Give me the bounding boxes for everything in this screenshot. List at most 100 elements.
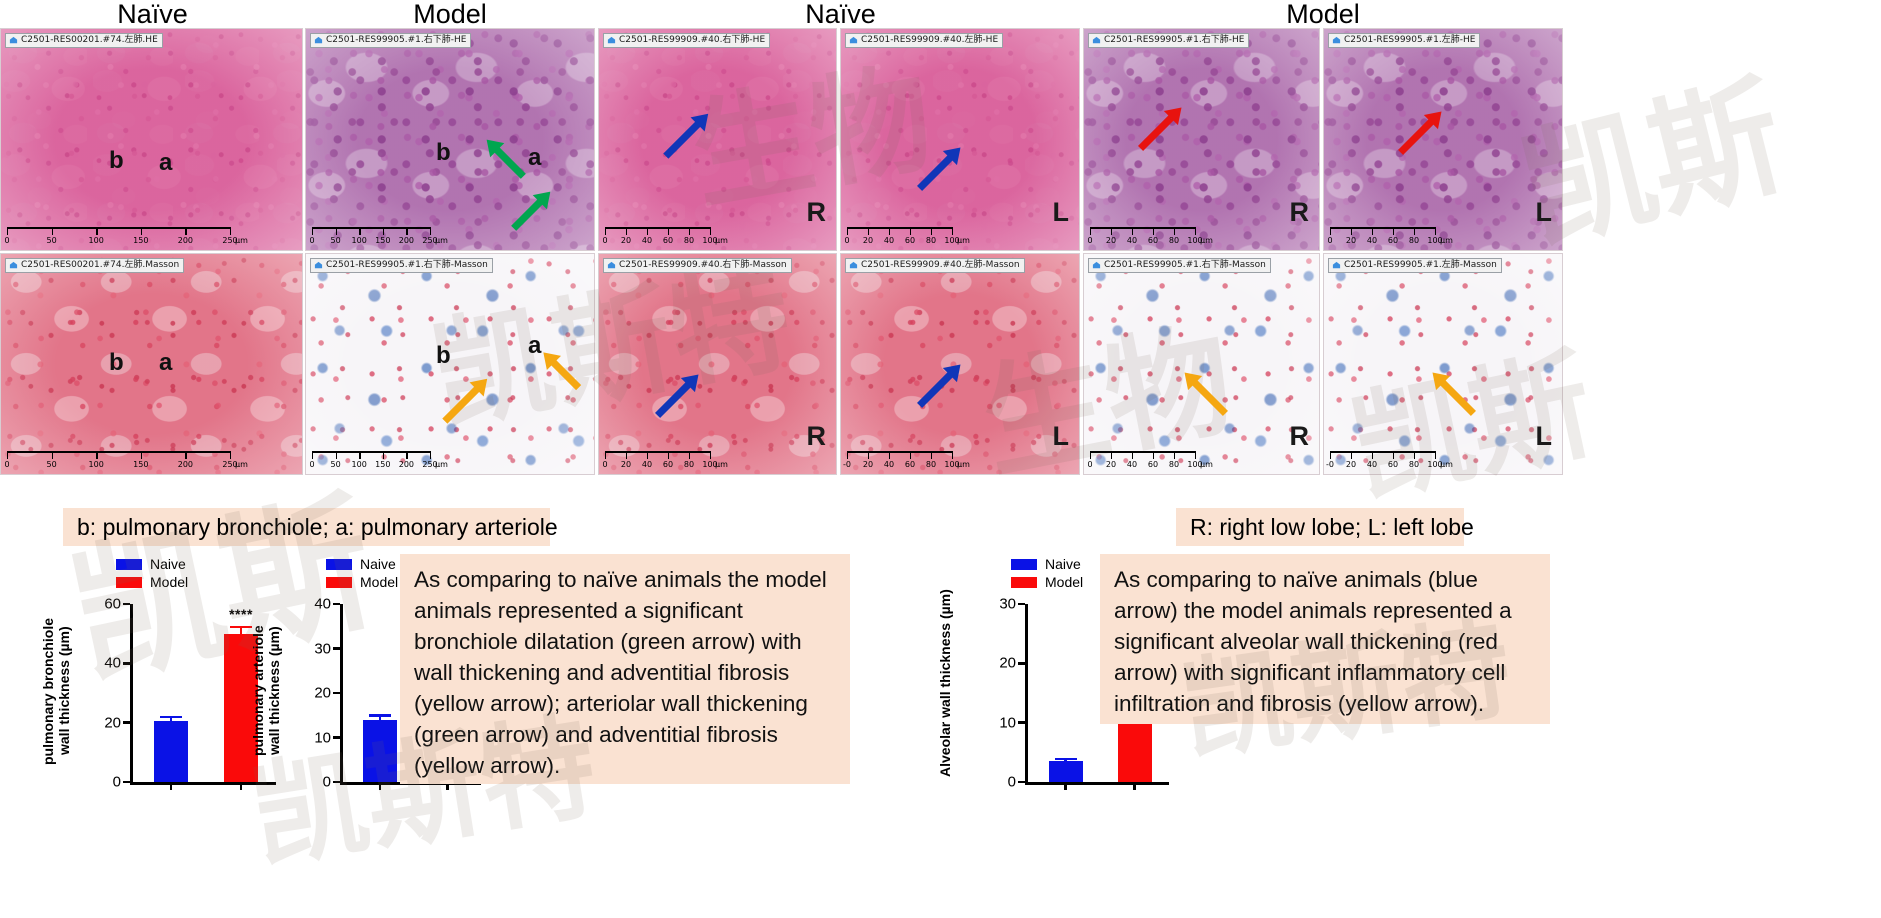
bar-naive: [362, 719, 397, 782]
tag-icon: [849, 36, 858, 45]
legend-swatch: [1011, 558, 1037, 570]
annotation-arrow-icon: [536, 345, 587, 396]
histology-panel[interactable]: C2501-RES00201.#74.左肺.HE b a 0 50 100 150 200 25…: [0, 28, 303, 251]
slide-label-text: C2501-RES99909.#40.右下肺-Masson: [619, 260, 787, 270]
x-tick: [239, 782, 243, 790]
y-tick: [1018, 721, 1025, 724]
tissue-image: [306, 29, 594, 250]
tissue-image: [1324, 254, 1562, 474]
scale-tick-label: 40: [1366, 236, 1378, 245]
scale-tick-label: 40: [1126, 236, 1138, 245]
scale-unit-label: µm: [235, 460, 248, 469]
slide-label-chip[interactable]: C2501-RES99905.#1.右下肺-HE: [1088, 33, 1250, 48]
scale-tick-label: 50: [330, 460, 341, 469]
scale-tick-label: 20: [862, 236, 874, 245]
scale-bar: -0 20 40 60 80 100 µm: [1326, 451, 1465, 471]
y-axis-line: [1025, 604, 1028, 782]
slide-label-chip[interactable]: C2501-RES99905.#1.右下肺-Masson: [1088, 258, 1271, 273]
histology-panel[interactable]: C2501-RES99909.#40.左肺-Masson L -0 20 40 60 80 1…: [840, 253, 1080, 475]
slide-label-chip[interactable]: C2501-RES99909.#40.左肺-Masson: [845, 258, 1025, 273]
scale-bar: 0 50 100 150 200 250 µm: [4, 451, 260, 471]
bar-naive: [1048, 761, 1083, 782]
tag-icon: [9, 36, 18, 45]
scale-bar: 0 20 40 60 80 100 µm: [602, 227, 740, 247]
slide-label-text: C2501-RES99909.#40.左肺-HE: [861, 35, 999, 45]
slide-label-chip[interactable]: C2501-RES99905.#1.左肺-HE: [1328, 33, 1481, 48]
scale-unit-label: µm: [715, 236, 728, 245]
slide-label-chip[interactable]: C2501-RES99909.#40.右下肺-HE: [603, 33, 771, 48]
textbox-left: As comparing to naïve animals the model …: [400, 554, 850, 784]
scale-tick-label: 20: [1345, 236, 1357, 245]
slide-label-chip[interactable]: C2501-RES00201.#74.左肺.HE: [5, 33, 163, 48]
slide-label-text: C2501-RES00201.#74.左肺.Masson: [21, 260, 180, 270]
error-bar: [169, 715, 173, 722]
group-header-1: Model: [413, 0, 487, 29]
histology-panel[interactable]: C2501-RES99909.#40.右下肺-HE R 0 20 40 60 80 100 µm: [598, 28, 837, 251]
y-tick: [1018, 780, 1025, 784]
histology-panel[interactable]: C2501-RES99905.#1.右下肺-HE b a 0 50 100 150 200 25…: [305, 28, 595, 251]
annotation-arrow-icon: [506, 184, 558, 236]
legend-item: Naive: [326, 556, 398, 572]
slide-label-chip[interactable]: C2501-RES99905.#1.右下肺-Masson: [310, 258, 493, 273]
slide-label-chip[interactable]: C2501-RES00201.#74.左肺.Masson: [5, 258, 185, 273]
scale-unit-label: µm: [957, 460, 970, 469]
y-tick-label: 30: [999, 595, 1016, 613]
scale-tick-label: 100: [1187, 460, 1203, 469]
scale-tick-label: 100: [1427, 236, 1443, 245]
legend-label: Model: [360, 574, 399, 590]
scale-unit-label: µm: [1440, 460, 1453, 469]
histology-panel[interactable]: C2501-RES99909.#40.右下肺-Masson R 0 20 40 60 80 1…: [598, 253, 837, 475]
scale-tick-label: 60: [1147, 236, 1159, 245]
y-tick-label: 0: [322, 773, 331, 791]
y-tick: [123, 602, 130, 606]
histology-panel[interactable]: C2501-RES99905.#1.左肺-HE L 0 20 40 60 80 100 µm: [1323, 28, 1563, 251]
histology-panel[interactable]: C2501-RES99905.#1.右下肺-Masson b a 0 50 100 150 2…: [305, 253, 595, 475]
y-tick-label: 0: [112, 773, 121, 791]
tag-icon: [607, 36, 616, 45]
legend-swatch: [116, 558, 142, 570]
tissue-image: [841, 254, 1079, 474]
scale-tick-label: 0: [602, 236, 608, 245]
tag-icon: [849, 261, 858, 270]
tissue-image: [1, 254, 302, 474]
slide-label-chip[interactable]: C2501-RES99909.#40.左肺-HE: [845, 33, 1004, 48]
lobe-marker-label: R: [806, 421, 827, 451]
scale-tick-label: 0: [309, 460, 315, 469]
scale-tick-label: 100: [88, 460, 104, 469]
y-tick-label: 40: [104, 654, 121, 672]
slide-label-chip[interactable]: C2501-RES99905.#1.右下肺-HE: [310, 33, 472, 48]
y-tick: [333, 647, 340, 650]
histology-panel[interactable]: C2501-RES00201.#74.左肺.Masson b a 0 50 100 150 2…: [0, 253, 303, 475]
scale-bar: 0 50 100 150 200 250 µm: [4, 227, 260, 247]
scale-tick-label: 150: [133, 236, 149, 245]
slide-label-chip[interactable]: C2501-RES99905.#1.左肺-Masson: [1328, 258, 1502, 273]
histology-panel[interactable]: C2501-RES99905.#1.右下肺-Masson R 0 20 40 60 80 10…: [1083, 253, 1320, 475]
y-tick: [1018, 662, 1025, 665]
legend-label: Naive: [360, 556, 396, 572]
slide-label-text: C2501-RES99909.#40.右下肺-HE: [619, 35, 766, 45]
tissue-image: [599, 254, 836, 474]
histology-panel-grid: C2501-RES00201.#74.左肺.HE b a 0 50 100 150 200 25…: [0, 28, 1881, 493]
histology-panel[interactable]: C2501-RES99905.#1.右下肺-HE R 0 20 40 60 80 100 µm: [1083, 28, 1320, 251]
scale-tick-label: 250: [222, 236, 238, 245]
scale-bar: 0 20 40 60 80 100 µm: [1087, 451, 1225, 471]
slide-label-text: C2501-RES99905.#1.右下肺-HE: [1104, 35, 1245, 45]
slide-label-chip[interactable]: C2501-RES99909.#40.右下肺-Masson: [603, 258, 792, 273]
scale-tick-label: 50: [46, 236, 57, 245]
legend-swatch: [326, 576, 352, 588]
scale-tick-label: 0: [1087, 460, 1093, 469]
y-tick-label: 40: [314, 595, 331, 613]
structure-marker-label: a: [159, 149, 173, 176]
legend-item: Model: [116, 574, 188, 590]
tag-icon: [1092, 36, 1101, 45]
histology-panel[interactable]: C2501-RES99909.#40.左肺-HE L 0 20 40 60 80 100 µm: [840, 28, 1080, 251]
scale-tick-label: 40: [641, 236, 653, 245]
histology-panel[interactable]: C2501-RES99905.#1.左肺-Masson L -0 20 40 60 80 10…: [1323, 253, 1563, 475]
annotation-arrow-icon: [1425, 365, 1482, 422]
scale-tick-label: 100: [351, 236, 367, 245]
scale-tick-label: 200: [398, 236, 415, 245]
legend-label: Model: [1045, 574, 1084, 590]
scale-tick-label: 40: [1366, 460, 1378, 469]
scale-bar: 0 20 40 60 80 100 µm: [1327, 227, 1465, 247]
scale-tick-label: 60: [662, 460, 674, 469]
